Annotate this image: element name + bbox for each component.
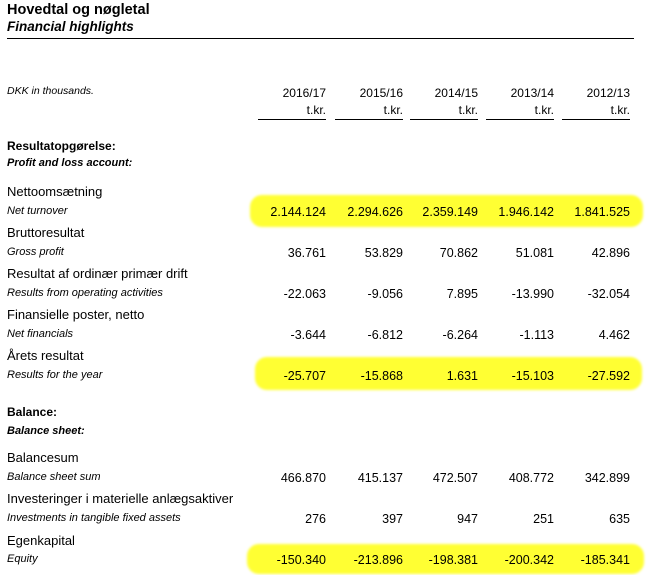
table-cell: 1.841.525 xyxy=(574,205,630,219)
table-cell: 2.144.124 xyxy=(270,205,326,219)
highlight-marker xyxy=(247,544,644,574)
table-cell: -198.381 xyxy=(428,553,478,567)
section-subtitle: Profit and loss account: xyxy=(7,157,133,169)
year-label: 2014/15 xyxy=(434,86,478,100)
unit-suffix: t.kr. xyxy=(458,103,478,117)
table-cell: -6.812 xyxy=(367,328,403,342)
table-cell: -27.592 xyxy=(587,369,630,383)
row-sublabel: Balance sheet sum xyxy=(7,471,101,483)
row-sublabel: Investments in tangible fixed assets xyxy=(7,512,181,524)
table-cell: -3.644 xyxy=(290,328,326,342)
table-cell: -15.103 xyxy=(511,369,554,383)
row-sublabel: Equity xyxy=(7,553,38,565)
table-cell: 4.462 xyxy=(598,328,630,342)
year-label: 2012/13 xyxy=(586,86,630,100)
row-label: Finansielle poster, netto xyxy=(7,307,145,322)
section-subtitle: Balance sheet: xyxy=(7,425,85,437)
column-underline xyxy=(486,119,554,120)
table-cell: 947 xyxy=(457,512,478,526)
table-cell: 70.862 xyxy=(439,246,478,260)
table-cell: -185.341 xyxy=(580,553,630,567)
unit-label: DKK in thousands. xyxy=(7,85,94,97)
section-title: Resultatopgørelse: xyxy=(7,139,116,153)
table-cell: -13.990 xyxy=(511,287,554,301)
row-label: Investeringer i materielle anlægsaktiver xyxy=(7,491,234,506)
row-sublabel: Net turnover xyxy=(7,205,68,217)
page-title: Hovedtal og nøgletal xyxy=(7,2,150,18)
table-cell: 472.507 xyxy=(432,471,478,485)
row-label: Nettoomsætning xyxy=(7,184,103,199)
column-underline xyxy=(410,119,478,120)
row-sublabel: Net financials xyxy=(7,328,74,340)
section-title: Balance: xyxy=(7,405,58,419)
table-cell: 251 xyxy=(533,512,554,526)
unit-suffix: t.kr. xyxy=(610,103,630,117)
unit-suffix: t.kr. xyxy=(306,103,326,117)
table-cell: -150.340 xyxy=(276,553,326,567)
year-label: 2015/16 xyxy=(359,86,403,100)
row-label: Resultat af ordinær primær drift xyxy=(7,266,188,281)
table-cell: -15.868 xyxy=(360,369,403,383)
table-cell: -200.342 xyxy=(504,553,554,567)
title-divider xyxy=(7,38,634,39)
table-cell: 51.081 xyxy=(515,246,554,260)
row-label: Årets resultat xyxy=(7,348,84,363)
row-sublabel: Results for the year xyxy=(7,369,103,381)
row-label: Egenkapital xyxy=(7,533,75,548)
table-cell: 1.631 xyxy=(446,369,478,383)
table-cell: -213.896 xyxy=(353,553,403,567)
table-cell: -1.113 xyxy=(519,328,554,342)
table-cell: -6.264 xyxy=(442,328,478,342)
table-cell: 466.870 xyxy=(280,471,326,485)
table-cell: 42.896 xyxy=(591,246,630,260)
unit-suffix: t.kr. xyxy=(534,103,554,117)
column-underline xyxy=(258,119,326,120)
table-cell: -9.056 xyxy=(367,287,403,301)
highlight-marker xyxy=(255,357,642,390)
row-label: Balancesum xyxy=(7,450,79,465)
row-label: Bruttoresultat xyxy=(7,225,85,240)
table-cell: -22.063 xyxy=(283,287,326,301)
page-subtitle: Financial highlights xyxy=(7,19,134,34)
row-sublabel: Gross profit xyxy=(7,246,64,258)
table-cell: 2.294.626 xyxy=(347,205,403,219)
table-cell: 408.772 xyxy=(508,471,554,485)
highlight-marker xyxy=(250,195,643,227)
table-cell: 415.137 xyxy=(357,471,403,485)
table-cell: 397 xyxy=(382,512,403,526)
table-cell: 36.761 xyxy=(287,246,326,260)
column-underline xyxy=(335,119,403,120)
year-label: 2013/14 xyxy=(510,86,554,100)
year-label: 2016/17 xyxy=(282,86,326,100)
table-cell: 342.899 xyxy=(584,471,630,485)
table-cell: 276 xyxy=(305,512,326,526)
table-cell: 635 xyxy=(609,512,630,526)
table-cell: -32.054 xyxy=(587,287,630,301)
table-cell: 2.359.149 xyxy=(422,205,478,219)
unit-suffix: t.kr. xyxy=(383,103,403,117)
table-cell: -25.707 xyxy=(283,369,326,383)
table-cell: 1.946.142 xyxy=(498,205,554,219)
column-underline xyxy=(562,119,630,120)
table-cell: 53.829 xyxy=(364,246,403,260)
table-cell: 7.895 xyxy=(446,287,478,301)
row-sublabel: Results from operating activities xyxy=(7,287,163,299)
